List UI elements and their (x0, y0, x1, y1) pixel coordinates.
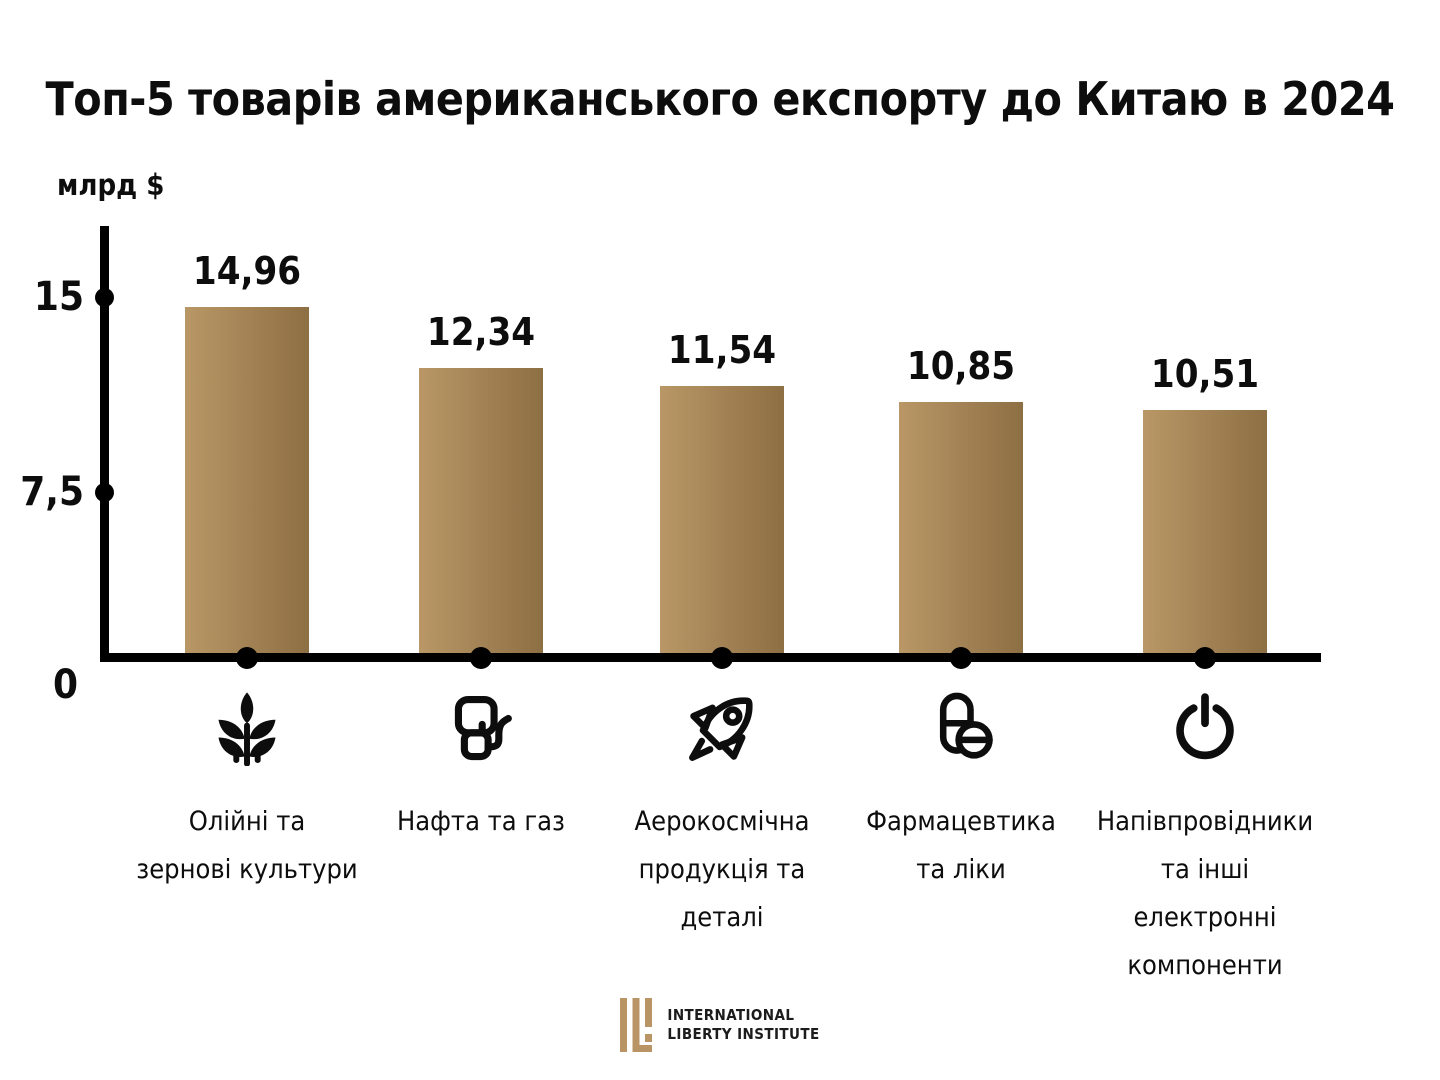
rocket-icon (684, 690, 760, 766)
x-axis-dot (1194, 647, 1216, 669)
bar-group-oilseeds-grains: 14,96 Олійні та зернові культури (127, 0, 367, 1080)
x-axis-dot (711, 647, 733, 669)
bar-group-semiconductors: 10,51 Напівпровідники та інші електронні… (1085, 0, 1325, 1080)
org-name: International Liberty Institute (667, 1006, 819, 1045)
y-tick-label-7-5: 7,5 (20, 469, 84, 515)
bar-value-label: 10,51 (1150, 352, 1260, 396)
x-axis-dot (950, 647, 972, 669)
category-label: Нафта та газ (397, 806, 565, 837)
category-label: Фармацевтика та ліки (866, 806, 1056, 885)
bar-value-label: 11,54 (667, 328, 777, 372)
bar-value-label: 10,85 (906, 344, 1016, 388)
category-label: Аерокосмічна продукція та деталі (634, 806, 810, 933)
footer-logo: International Liberty Institute (0, 998, 1440, 1052)
bar-pharma (899, 402, 1023, 654)
org-name-line2: Liberty Institute (667, 1025, 820, 1043)
ili-logo-mark (620, 998, 653, 1052)
fuel-pump-icon (443, 690, 519, 766)
x-axis-line (100, 653, 1321, 662)
y-tick-dot-7-5 (95, 483, 114, 502)
chart-title: Топ-5 товарів американського експорту до… (45, 72, 1395, 126)
x-axis-dot (470, 647, 492, 669)
bar-aerospace (660, 386, 784, 654)
wheat-icon (209, 690, 285, 766)
bar-value-label: 14,96 (192, 249, 302, 293)
y-tick-dot-15 (95, 288, 114, 307)
bar-oil-gas (419, 368, 543, 654)
power-icon (1167, 690, 1243, 766)
category-label: Напівпровідники та інші електронні компо… (1096, 806, 1314, 981)
x-axis-dot (236, 647, 258, 669)
y-axis-unit-label: млрд $ (57, 168, 165, 202)
y-tick-label-15: 15 (33, 274, 84, 320)
bar-oilseeds-grains (185, 307, 309, 654)
bar-value-label: 12,34 (426, 310, 536, 354)
bar-group-pharma: 10,85 Фармацевтика та ліки (841, 0, 1081, 1080)
org-name-line1: International (667, 1005, 795, 1024)
bar-group-oil-gas: 12,34 Нафта та газ (361, 0, 601, 1080)
pills-icon (923, 690, 999, 766)
y-axis-line (100, 226, 109, 662)
y-tick-label-0: 0 (52, 662, 78, 708)
bar-semiconductors (1143, 410, 1267, 654)
category-label: Олійні та зернові культури (136, 806, 358, 885)
bar-group-aerospace: 11,54 Аерокосмічна продукція та деталі (602, 0, 842, 1080)
